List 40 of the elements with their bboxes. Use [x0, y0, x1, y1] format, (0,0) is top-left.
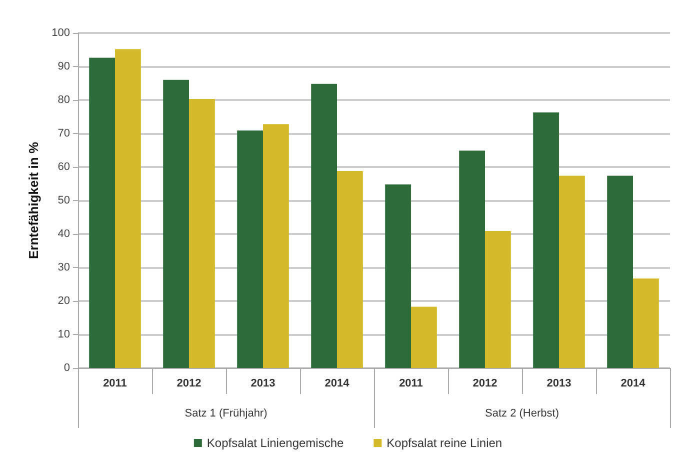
bar [559, 176, 585, 368]
x-tick-label: 2011 [103, 378, 127, 390]
y-tick-label: 50 [58, 194, 70, 206]
bar [337, 171, 363, 368]
x-tick-label: 2011 [399, 378, 423, 390]
y-tick-label: 90 [58, 60, 70, 72]
legend-label: Kopfsalat Liniengemische [206, 436, 344, 450]
y-tick-label: 60 [58, 161, 70, 173]
bar [607, 176, 633, 368]
bar [163, 80, 189, 368]
bar [633, 278, 659, 368]
y-tick-label: 70 [58, 128, 70, 140]
y-tick-label: 20 [58, 295, 70, 307]
bar [115, 49, 141, 368]
bar [533, 112, 559, 368]
legend-label: Kopfsalat reine Linien [386, 436, 502, 450]
y-tick-label: 30 [58, 262, 70, 274]
bar [89, 58, 115, 368]
x-tick-label: 2013 [250, 378, 276, 390]
x-tick-label: 2012 [176, 378, 202, 390]
bar [189, 98, 215, 368]
x-tick-label: 2014 [324, 378, 350, 390]
x-tick-label: 2012 [472, 378, 498, 390]
bar [411, 306, 437, 368]
bar [485, 230, 511, 368]
text: Satz 1 (Frühjahr) [184, 408, 268, 420]
y-tick-label: 80 [58, 94, 70, 106]
bar [459, 150, 485, 368]
y-tick-label: 100 [52, 27, 70, 39]
bar [311, 84, 337, 368]
y-tick-label: 10 [58, 328, 70, 340]
text: Satz 2 (Herbst) [485, 408, 559, 420]
bar [237, 130, 263, 368]
x-tick-label: 2013 [546, 378, 572, 390]
y-tick-label: 0 [64, 362, 70, 374]
y-axis-title: Erntefähigkeit in % [26, 142, 41, 260]
x-tick-label: 2014 [620, 378, 646, 390]
y-tick-label: 40 [58, 228, 70, 240]
bar [263, 124, 289, 368]
bar [385, 184, 411, 368]
